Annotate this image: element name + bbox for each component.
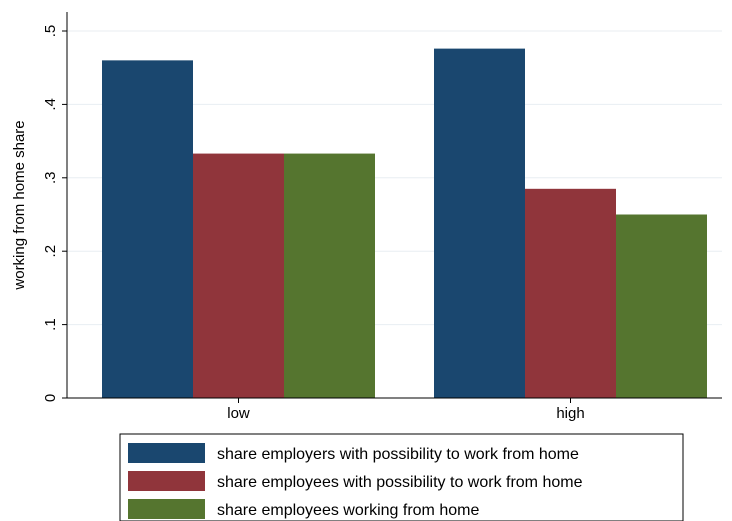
legend-label: share employers with possibility to work… bbox=[217, 446, 579, 463]
bar bbox=[193, 153, 284, 398]
bar bbox=[102, 60, 193, 399]
y-tick-label: .3 bbox=[42, 172, 59, 185]
bar bbox=[284, 153, 375, 398]
y-axis-title: working from home share bbox=[11, 120, 28, 290]
legend: share employers with possibility to work… bbox=[119, 433, 684, 521]
legend-swatch bbox=[128, 471, 205, 491]
legend-box bbox=[119, 433, 684, 521]
legend-swatch bbox=[128, 443, 205, 463]
bars bbox=[102, 48, 707, 399]
y-axis-ticks: 0 .1 .2 .3 .4 .5 bbox=[42, 25, 67, 402]
legend-label: share employees with possibility to work… bbox=[217, 474, 583, 491]
legend-label: share employees working from home bbox=[217, 502, 479, 519]
legend-swatch bbox=[128, 499, 205, 519]
y-tick-label: .2 bbox=[42, 245, 59, 258]
y-tick-label: 0 bbox=[42, 394, 59, 402]
bar bbox=[616, 214, 707, 398]
x-axis-ticks: low high bbox=[227, 398, 585, 422]
y-tick-label: .5 bbox=[42, 25, 59, 38]
bar bbox=[525, 188, 616, 398]
y-tick-label: .1 bbox=[42, 318, 59, 331]
bar bbox=[434, 48, 525, 399]
x-tick-label: low bbox=[227, 405, 250, 422]
y-tick-label: .4 bbox=[42, 98, 59, 111]
x-tick-label: high bbox=[556, 405, 584, 422]
